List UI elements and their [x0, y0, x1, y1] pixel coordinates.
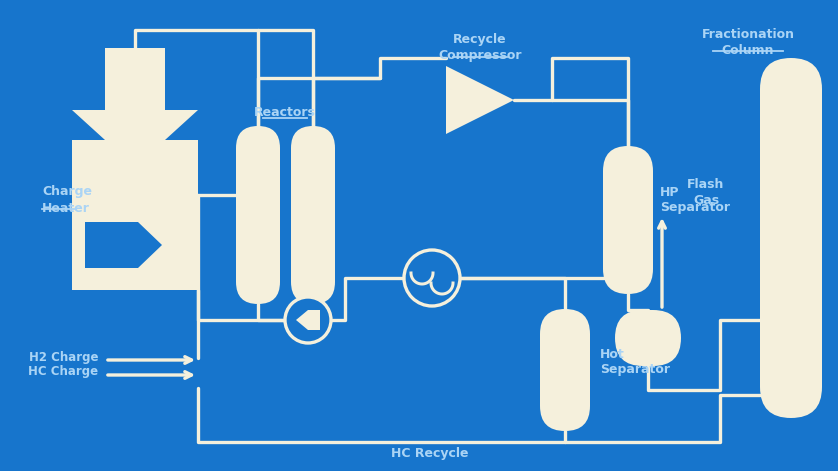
- Text: Recycle
Compressor: Recycle Compressor: [438, 33, 522, 63]
- Text: Charge
Heater: Charge Heater: [42, 186, 92, 214]
- FancyBboxPatch shape: [615, 310, 681, 366]
- Text: Hot
Separator: Hot Separator: [600, 348, 670, 376]
- FancyBboxPatch shape: [540, 309, 590, 431]
- Text: HP
Separator: HP Separator: [660, 186, 730, 214]
- Bar: [72, 140, 198, 290]
- Text: HC Recycle: HC Recycle: [391, 447, 468, 460]
- FancyBboxPatch shape: [603, 146, 653, 294]
- FancyBboxPatch shape: [236, 126, 280, 304]
- Polygon shape: [105, 48, 165, 110]
- FancyBboxPatch shape: [291, 126, 335, 304]
- Text: H2 Charge: H2 Charge: [28, 350, 98, 364]
- Polygon shape: [85, 222, 162, 268]
- Text: HC Charge: HC Charge: [28, 365, 98, 379]
- Text: Flash
Gas: Flash Gas: [687, 179, 725, 208]
- Polygon shape: [446, 66, 514, 134]
- Circle shape: [285, 297, 331, 343]
- Polygon shape: [296, 310, 320, 330]
- Circle shape: [404, 250, 460, 306]
- FancyBboxPatch shape: [760, 58, 822, 418]
- Text: Reactors: Reactors: [254, 106, 316, 120]
- Polygon shape: [72, 110, 198, 140]
- Text: Fractionation
Column: Fractionation Column: [701, 27, 794, 57]
